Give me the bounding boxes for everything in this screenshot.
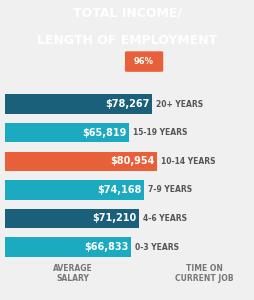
Text: 96%: 96% <box>134 57 153 66</box>
Text: TIME ON
CURRENT JOB: TIME ON CURRENT JOB <box>174 263 232 283</box>
Text: 15-19 YEARS: 15-19 YEARS <box>132 128 186 137</box>
FancyBboxPatch shape <box>5 237 130 257</box>
Text: 10-14 YEARS: 10-14 YEARS <box>161 157 215 166</box>
FancyBboxPatch shape <box>124 51 163 72</box>
Text: 7-9 YEARS: 7-9 YEARS <box>148 185 192 194</box>
Text: 20+ YEARS: 20+ YEARS <box>155 100 202 109</box>
Text: $74,168: $74,168 <box>97 185 141 195</box>
FancyBboxPatch shape <box>5 152 157 171</box>
Text: $71,210: $71,210 <box>92 214 136 224</box>
Text: 0-3 YEARS: 0-3 YEARS <box>134 243 178 252</box>
Text: AVERAGE
SALARY: AVERAGE SALARY <box>53 263 92 283</box>
Text: TOTAL INCOME/: TOTAL INCOME/ <box>73 7 181 20</box>
FancyBboxPatch shape <box>5 180 144 200</box>
Text: LENGTH OF EMPLOYMENT: LENGTH OF EMPLOYMENT <box>37 34 217 47</box>
FancyBboxPatch shape <box>5 209 138 228</box>
Text: $65,819: $65,819 <box>82 128 126 138</box>
FancyBboxPatch shape <box>5 94 152 114</box>
FancyBboxPatch shape <box>5 123 128 142</box>
Text: $80,954: $80,954 <box>110 156 154 166</box>
Text: $66,833: $66,833 <box>83 242 128 252</box>
Text: $78,267: $78,267 <box>105 99 149 109</box>
Text: 4-6 YEARS: 4-6 YEARS <box>142 214 186 223</box>
